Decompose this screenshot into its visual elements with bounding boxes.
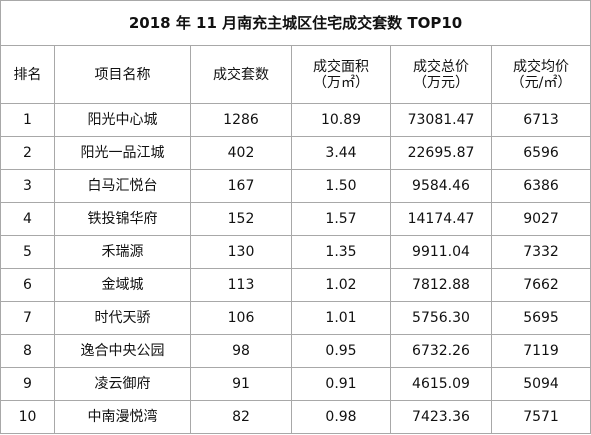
cell-sets: 98: [190, 334, 292, 368]
header-area: 成交面积 （万㎡）: [291, 45, 391, 104]
cell-rank: 7: [0, 301, 55, 335]
cell-avg-price: 6713: [490, 103, 591, 137]
cell-total-price: 14174.47: [390, 202, 492, 236]
header-avg-label: 成交均价: [513, 58, 570, 75]
cell-area: 1.35: [291, 235, 391, 269]
cell-total-price: 9584.46: [390, 169, 492, 203]
cell-avg-price: 7332: [490, 235, 591, 269]
cell-total-price: 6732.26: [390, 334, 492, 368]
table-row: 9 凌云御府 91 0.91 4615.09 5094: [0, 367, 591, 401]
table-header-row: 排名 项目名称 成交套数 成交面积 （万㎡） 成交总价 （万元） 成交均价 （元…: [0, 45, 591, 104]
table-row: 7 时代天骄 106 1.01 5756.30 5695: [0, 301, 591, 335]
cell-rank: 3: [0, 169, 55, 203]
table-row: 5 禾瑞源 130 1.35 9911.04 7332: [0, 235, 591, 269]
header-avg-unit: （元/㎡）: [510, 74, 572, 91]
header-name-label: 项目名称: [94, 66, 151, 83]
table-row: 3 白马汇悦台 167 1.50 9584.46 6386: [0, 169, 591, 203]
cell-total-price: 5756.30: [390, 301, 492, 335]
cell-total-price: 22695.87: [390, 136, 492, 170]
table-title-row: 2018 年 11 月南充主城区住宅成交套数 TOP10: [0, 0, 591, 46]
cell-project-name: 逸合中央公园: [54, 334, 191, 368]
table-row: 4 铁投锦华府 152 1.57 14174.47 9027: [0, 202, 591, 236]
cell-sets: 82: [190, 400, 292, 434]
header-rank: 排名: [0, 45, 55, 104]
cell-rank: 8: [0, 334, 55, 368]
cell-area: 1.01: [291, 301, 391, 335]
cell-area: 3.44: [291, 136, 391, 170]
cell-rank: 9: [0, 367, 55, 401]
cell-rank: 2: [0, 136, 55, 170]
cell-sets: 91: [190, 367, 292, 401]
header-area-label: 成交面积: [313, 58, 369, 75]
cell-rank: 10: [0, 400, 55, 434]
cell-project-name: 中南漫悦湾: [54, 400, 191, 434]
cell-area: 0.91: [291, 367, 391, 401]
header-total-unit: （万元）: [413, 74, 469, 91]
cell-total-price: 9911.04: [390, 235, 492, 269]
cell-rank: 5: [0, 235, 55, 269]
cell-sets: 1286: [190, 103, 292, 137]
cell-project-name: 金域城: [54, 268, 191, 302]
cell-total-price: 7812.88: [390, 268, 492, 302]
header-total-label: 成交总价: [413, 58, 469, 75]
table-row: 1 阳光中心城 1286 10.89 73081.47 6713: [0, 103, 591, 137]
table-row: 2 阳光一品江城 402 3.44 22695.87 6596: [0, 136, 591, 170]
table-row: 6 金域城 113 1.02 7812.88 7662: [0, 268, 591, 302]
cell-rank: 1: [0, 103, 55, 137]
header-rank-label: 排名: [13, 66, 42, 83]
table-row: 8 逸合中央公园 98 0.95 6732.26 7119: [0, 334, 591, 368]
cell-project-name: 白马汇悦台: [54, 169, 191, 203]
table-row: 10 中南漫悦湾 82 0.98 7423.36 7571: [0, 400, 591, 434]
header-name: 项目名称: [54, 45, 191, 104]
cell-avg-price: 7662: [490, 268, 591, 302]
cell-avg-price: 6596: [490, 136, 591, 170]
cell-sets: 106: [190, 301, 292, 335]
header-total: 成交总价 （万元）: [390, 45, 492, 104]
cell-sets: 130: [190, 235, 292, 269]
cell-rank: 6: [0, 268, 55, 302]
header-sets-label: 成交套数: [213, 66, 269, 83]
cell-avg-price: 5695: [490, 301, 591, 335]
cell-avg-price: 9027: [490, 202, 591, 236]
cell-project-name: 时代天骄: [54, 301, 191, 335]
cell-area: 0.98: [291, 400, 391, 434]
header-avg: 成交均价 （元/㎡）: [490, 45, 591, 104]
cell-avg-price: 7571: [490, 400, 591, 434]
header-sets: 成交套数: [190, 45, 292, 104]
cell-sets: 402: [190, 136, 292, 170]
table-title: 2018 年 11 月南充主城区住宅成交套数 TOP10: [0, 0, 591, 46]
cell-area: 1.57: [291, 202, 391, 236]
cell-project-name: 阳光一品江城: [54, 136, 191, 170]
table-body: 1 阳光中心城 1286 10.89 73081.47 6713 2 阳光一品江城 402 3.4…: [0, 103, 591, 434]
cell-rank: 4: [0, 202, 55, 236]
cell-area: 10.89: [291, 103, 391, 137]
cell-total-price: 73081.47: [390, 103, 492, 137]
cell-sets: 167: [190, 169, 292, 203]
cell-avg-price: 7119: [490, 334, 591, 368]
header-area-unit: （万㎡）: [313, 74, 369, 91]
cell-total-price: 4615.09: [390, 367, 492, 401]
cell-area: 0.95: [291, 334, 391, 368]
cell-total-price: 7423.36: [390, 400, 492, 434]
cell-avg-price: 5094: [490, 367, 591, 401]
cell-project-name: 铁投锦华府: [54, 202, 191, 236]
cell-avg-price: 6386: [490, 169, 591, 203]
cell-project-name: 阳光中心城: [54, 103, 191, 137]
cell-sets: 113: [190, 268, 292, 302]
cell-area: 1.50: [291, 169, 391, 203]
cell-sets: 152: [190, 202, 292, 236]
cell-project-name: 凌云御府: [54, 367, 191, 401]
cell-area: 1.02: [291, 268, 391, 302]
cell-project-name: 禾瑞源: [54, 235, 191, 269]
